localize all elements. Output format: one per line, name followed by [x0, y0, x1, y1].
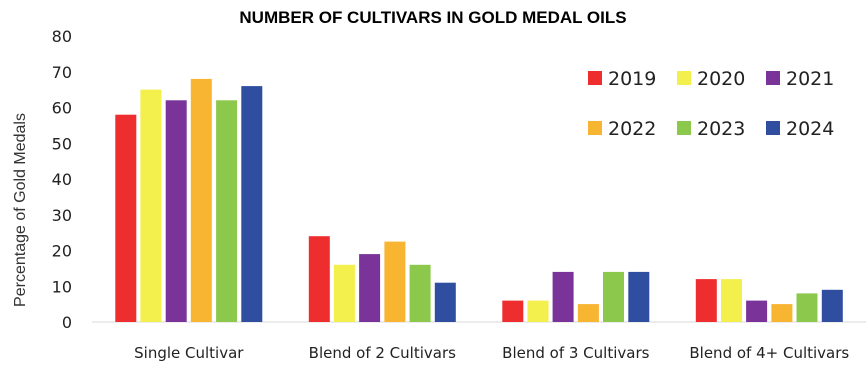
legend-label-2019: 2019	[608, 68, 656, 90]
y-tick-label: 60	[52, 99, 72, 118]
bar-2023-2	[409, 264, 431, 322]
legend-label-2022: 2022	[608, 118, 656, 140]
category-label: Blend of 2 Cultivars	[309, 344, 456, 362]
bar-2020-4	[721, 279, 742, 322]
bar-2023-3	[603, 271, 624, 322]
bar-2021-4	[746, 300, 768, 322]
y-tick-label: 50	[52, 134, 72, 153]
legend-swatch-2021	[766, 71, 780, 85]
category-label: Blend of 4+ Cultivars	[689, 344, 849, 362]
bars	[115, 78, 843, 323]
chart-title: NUMBER OF CULTIVARS IN GOLD MEDAL OILS	[239, 8, 626, 27]
bar-2021-1	[165, 100, 187, 322]
bar-2021-3	[552, 271, 574, 322]
legend-swatch-2022	[588, 121, 602, 135]
legend-swatch-2023	[677, 121, 691, 135]
legend-label-2024: 2024	[786, 118, 834, 140]
y-tick-label: 30	[52, 206, 72, 225]
bar-2024-2	[434, 282, 456, 322]
category-label: Blend of 3 Cultivars	[502, 344, 649, 362]
legend: 2019 2020 2021 2022 2023 2024	[588, 68, 834, 140]
y-tick-label: 0	[62, 313, 72, 332]
category-labels: Single Cultivar Blend of 2 Cultivars Blend…	[134, 344, 849, 362]
legend-label-2021: 2021	[786, 68, 834, 90]
bar-2020-1	[140, 89, 162, 322]
bar-2022-3	[577, 304, 599, 322]
legend-swatch-2019	[588, 71, 602, 85]
bar-2019-3	[502, 300, 524, 322]
legend-label-2020: 2020	[697, 68, 745, 90]
y-axis-label: Percentage of Gold Medals	[12, 113, 29, 307]
legend-label-2023: 2023	[697, 118, 745, 140]
bar-2023-4	[796, 293, 818, 322]
bar-2024-1	[241, 86, 263, 322]
bar-2021-2	[359, 254, 381, 322]
y-tick-label: 20	[52, 242, 72, 261]
bar-2022-2	[384, 241, 406, 322]
bar-2022-4	[771, 304, 793, 322]
y-tick-label: 70	[52, 63, 72, 82]
category-label: Single Cultivar	[134, 344, 244, 362]
legend-swatch-2020	[677, 71, 691, 85]
bar-2019-4	[695, 279, 717, 322]
bar-2024-3	[628, 271, 650, 322]
bar-2019-2	[308, 236, 330, 322]
bar-2020-2	[333, 264, 355, 322]
bar-2024-4	[821, 289, 843, 322]
bar-2020-3	[527, 300, 549, 322]
bar-2022-1	[190, 78, 212, 323]
y-axis-ticks: 0 10 20 30 40 50 60 70 80	[52, 27, 72, 332]
y-tick-label: 80	[52, 27, 72, 46]
bar-2019-1	[115, 114, 137, 322]
y-tick-label: 40	[52, 170, 72, 189]
bar-2023-1	[216, 100, 238, 322]
legend-swatch-2024	[766, 121, 780, 135]
y-tick-label: 10	[52, 277, 72, 296]
